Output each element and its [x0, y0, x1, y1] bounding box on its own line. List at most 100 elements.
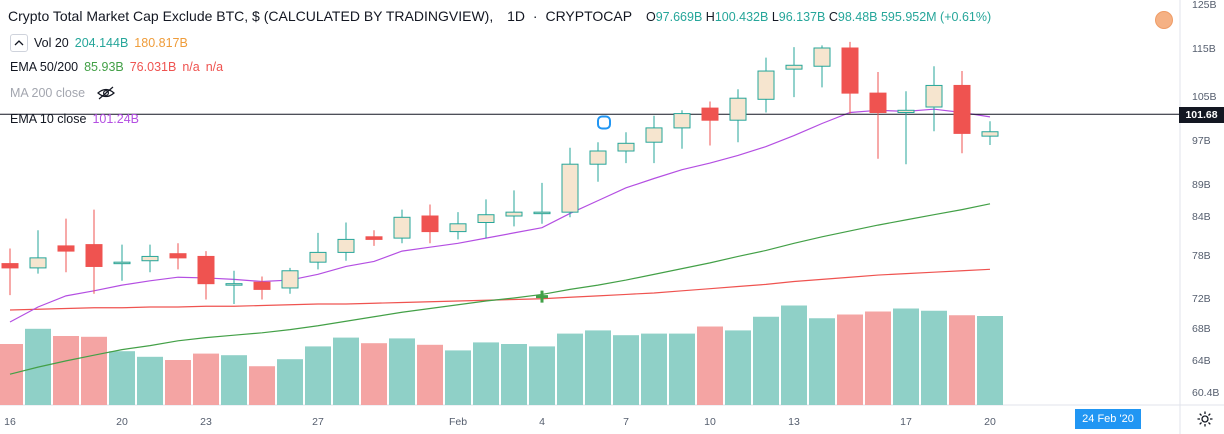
price-tick-label: 89B: [1192, 179, 1211, 191]
price-tick-label: 78B: [1192, 250, 1211, 262]
volume-bar: [361, 343, 387, 405]
volume-bar: [641, 333, 667, 405]
volume-bar: [165, 360, 191, 405]
price-tick-label: 105B: [1192, 91, 1217, 103]
candle-body: [29, 257, 47, 269]
price-tick-label: 115B: [1192, 43, 1216, 55]
ema-200-line: [9, 268, 991, 311]
price-tick-label: 72B: [1192, 293, 1211, 305]
volume-bar: [669, 333, 695, 405]
candle-body: [925, 84, 943, 108]
volume-bar: [473, 342, 499, 405]
candle-body: [757, 70, 775, 100]
eye-hidden-icon[interactable]: [97, 86, 115, 100]
volume-bar: [809, 318, 835, 405]
candle-body: [785, 64, 803, 70]
ema-lines: [0, 108, 1180, 375]
legend-ema-50-200[interactable]: EMA 50/200 85.93B 76.031B n/a n/a: [10, 60, 224, 74]
legend-ema-10[interactable]: EMA 10 close 101.24B: [10, 112, 140, 126]
chevron-up-icon: [14, 40, 24, 46]
time-tick-label: 23: [200, 416, 212, 428]
candle-body: [589, 150, 607, 165]
volume-bar: [753, 316, 779, 405]
legend-volume[interactable]: Vol 20 204.144B 180.817B: [10, 34, 194, 52]
volume-bar: [781, 305, 807, 405]
alert-dot-icon[interactable]: [1155, 11, 1173, 29]
time-tick-label: 4: [539, 416, 545, 428]
candle-body: [365, 236, 383, 240]
volume-bar: [417, 344, 443, 405]
ema-10-line: [9, 108, 991, 323]
volume-bar: [697, 326, 723, 405]
time-tick-label: 27: [312, 416, 324, 428]
price-tick-label: 125B: [1192, 0, 1217, 11]
candle-body: [393, 216, 411, 239]
date-tag: 24 Feb '20: [1075, 409, 1141, 429]
time-tick-label: 10: [704, 416, 716, 428]
time-tick-label: 13: [788, 416, 800, 428]
volume-bar: [137, 356, 163, 405]
candle-body: [617, 142, 635, 152]
volume-bar: [249, 366, 275, 405]
volume-bar: [193, 353, 219, 405]
candle-body: [449, 223, 467, 233]
ohlc-readout: O97.669B H100.432B L96.137B C98.48B 595.…: [645, 10, 992, 24]
candle-body: [953, 84, 971, 134]
last-price-tag: 101.68: [1179, 107, 1224, 123]
time-tick-label: 16: [4, 416, 16, 428]
time-tick-label: Feb: [449, 416, 467, 428]
volume-bar: [389, 338, 415, 405]
volume-bar: [333, 337, 359, 405]
price-tick-label: 84B: [1192, 211, 1211, 223]
candle-body: [85, 244, 103, 267]
volume-bar: [949, 315, 975, 405]
candle-body: [337, 238, 355, 253]
volume-bar: [81, 336, 107, 405]
gear-icon[interactable]: [1196, 410, 1214, 428]
chart-title: Crypto Total Market Cap Exclude BTC, $ (…: [8, 8, 490, 24]
candle-body: [673, 113, 691, 129]
time-tick-label: 7: [623, 416, 629, 428]
candle-body: [197, 255, 215, 285]
volume-bar: [277, 359, 303, 405]
candle-body: [897, 109, 915, 114]
candle-body: [169, 253, 187, 259]
candle-body: [841, 47, 859, 94]
candle-body: [533, 211, 551, 215]
price-tick-label: 97B: [1192, 135, 1211, 147]
price-tick-label: 68B: [1192, 323, 1211, 335]
time-axis: 16 20 23 27 Feb 4 7 10 13 17 20: [4, 416, 996, 428]
candle-body: [281, 270, 299, 289]
volume-bar: [109, 351, 135, 405]
volume-bar: [977, 316, 1003, 405]
candle-body: [869, 92, 887, 114]
volume-bars: [0, 305, 1003, 405]
volume-bar: [53, 336, 79, 405]
time-tick-label: 20: [984, 416, 996, 428]
volume-bar: [0, 344, 23, 405]
volume-bar: [305, 346, 331, 405]
chart-title-row: Crypto Total Market Cap Exclude BTC, $ (…: [8, 8, 992, 24]
volume-bar: [585, 330, 611, 405]
candle-body: [505, 211, 523, 217]
candle-body: [141, 255, 159, 262]
volume-bar: [221, 355, 247, 405]
candle-body: [113, 261, 131, 265]
volume-bar: [893, 308, 919, 405]
chart-interval[interactable]: 1D: [507, 8, 526, 24]
candles: [1, 41, 999, 304]
volume-bar: [613, 335, 639, 405]
candle-body: [253, 281, 271, 290]
candle-body: [729, 97, 747, 121]
collapse-legend-button[interactable]: [10, 34, 28, 52]
legend-ma-200[interactable]: MA 200 close: [10, 86, 115, 100]
candle-body: [421, 215, 439, 233]
ema-50-line: [9, 203, 991, 375]
volume-bar: [921, 310, 947, 405]
candle-body: [981, 131, 999, 137]
volume-bar: [445, 350, 471, 405]
interval-separator: ·: [532, 8, 538, 24]
candle-body: [645, 127, 663, 143]
candle-body: [701, 107, 719, 121]
